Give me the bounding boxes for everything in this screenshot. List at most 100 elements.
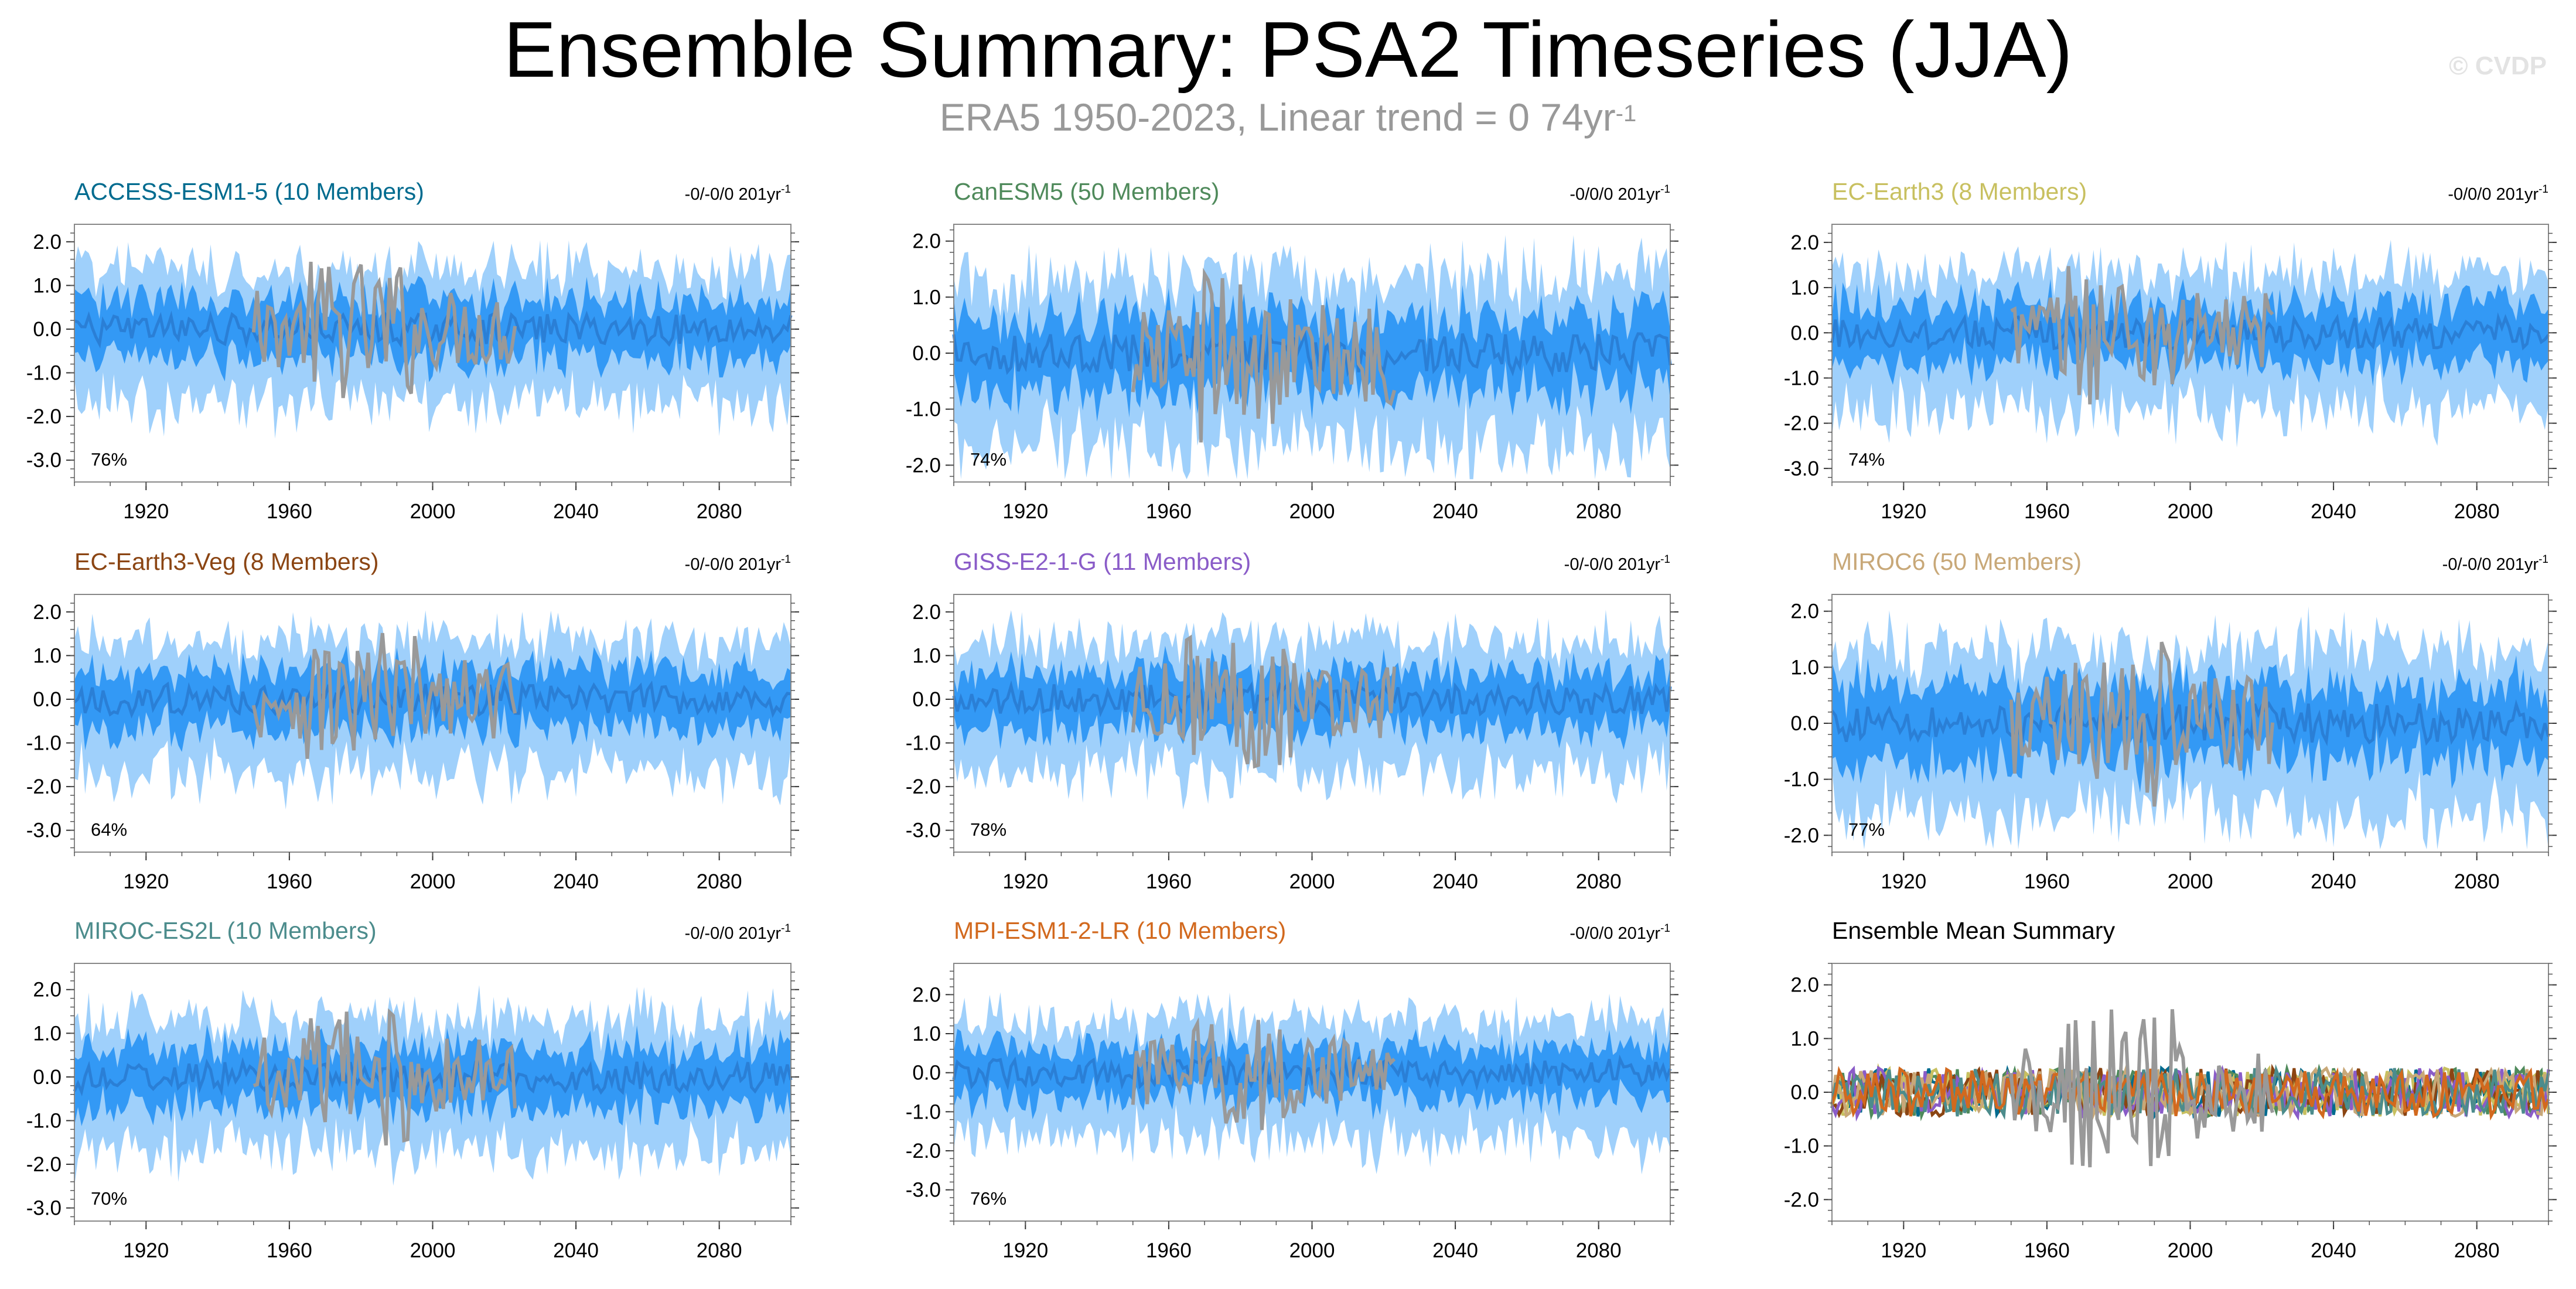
trend-unit: -1 bbox=[2539, 553, 2548, 566]
x-tick-label: 1920 bbox=[1002, 500, 1048, 523]
ensemble-mean-line bbox=[1830, 312, 2550, 354]
panel-9: 2.0 1.0 0.0 -1.0 -2.0 1920 1960 2000 2040 2080 Ens… bbox=[1784, 917, 2557, 1262]
observed-line bbox=[2009, 641, 2275, 807]
y-tick-label: -2.0 bbox=[1784, 1188, 1819, 1211]
x-tick-label: 1920 bbox=[123, 870, 169, 893]
percent-label: 64% bbox=[91, 819, 127, 840]
percent-label: 76% bbox=[970, 1188, 1006, 1209]
y-tick-label: 2.0 bbox=[33, 979, 62, 1001]
trend-label: -0/0/0 201yr-1 bbox=[1570, 183, 1670, 204]
x-tick-label: 1960 bbox=[1146, 500, 1192, 523]
y-tick-label: 1.0 bbox=[912, 644, 941, 667]
trend-unit: -1 bbox=[1660, 553, 1670, 566]
cvdp-watermark: © CVDP bbox=[2449, 52, 2547, 80]
x-tick-label: 2000 bbox=[2168, 500, 2213, 523]
trend-unit: -1 bbox=[781, 922, 791, 935]
x-tick-label: 1920 bbox=[123, 1239, 169, 1262]
subtitle-unit: -1 bbox=[1615, 101, 1637, 126]
y-tick-label: 0.0 bbox=[33, 1066, 62, 1089]
x-tick-label: 2080 bbox=[697, 870, 742, 893]
y-tick-label: -1.0 bbox=[906, 732, 941, 755]
percent-label: 76% bbox=[91, 449, 127, 470]
ensemble-mean-line bbox=[952, 328, 1672, 378]
x-tick-label: 2040 bbox=[2311, 870, 2356, 893]
y-tick-label: 2.0 bbox=[1790, 231, 1819, 254]
x-tick-label: 1920 bbox=[1881, 500, 1926, 523]
y-tick-label: 1.0 bbox=[33, 644, 62, 667]
x-tick-label: 2000 bbox=[1289, 500, 1335, 523]
panel-1: 2.0 1.0 0.0 -1.0 -2.0 -3.0 1920 1960 2000 2040 208… bbox=[26, 178, 799, 523]
y-tick-label: 0.0 bbox=[33, 688, 62, 711]
y-tick-label: -1.0 bbox=[26, 1109, 62, 1132]
trend-unit: -1 bbox=[1660, 183, 1670, 196]
trend-label: -0/0/0 201yr-1 bbox=[2448, 183, 2548, 204]
y-tick-label: 1.0 bbox=[33, 274, 62, 297]
x-tick-label: 2000 bbox=[2168, 1239, 2213, 1262]
x-tick-label: 2040 bbox=[1432, 1239, 1478, 1262]
inner-band bbox=[74, 276, 791, 382]
observed-line bbox=[253, 1008, 517, 1146]
x-tick-label: 2000 bbox=[1289, 1239, 1335, 1262]
y-tick-label: -3.0 bbox=[906, 819, 941, 842]
x-tick-label: 2000 bbox=[2168, 870, 2213, 893]
ensemble-mean-line bbox=[74, 310, 793, 349]
y-tick-label: -3.0 bbox=[26, 819, 62, 842]
x-tick-label: 2080 bbox=[1576, 500, 1622, 523]
x-tick-label: 1960 bbox=[267, 500, 312, 523]
y-tick-label: -2.0 bbox=[1784, 412, 1819, 435]
series-line-mpi-esm1-2-lr bbox=[1830, 1066, 2550, 1121]
panel-title: EC-Earth3-Veg (8 Members) bbox=[74, 548, 379, 575]
y-tick-label: 0.0 bbox=[912, 1062, 941, 1085]
ensemble-mean-line bbox=[952, 679, 1672, 718]
trend-unit: -1 bbox=[1660, 922, 1670, 935]
trend-value: -0/0/0 201yr bbox=[1570, 185, 1660, 204]
y-tick-label: 1.0 bbox=[1790, 276, 1819, 299]
x-tick-label: 1960 bbox=[267, 1239, 312, 1262]
trend-unit: -1 bbox=[781, 553, 791, 566]
outer-band bbox=[74, 610, 791, 810]
observed-line bbox=[1131, 268, 1396, 443]
y-tick-label: 2.0 bbox=[1790, 974, 1819, 997]
observed-line bbox=[2010, 266, 2274, 405]
y-tick-label: 1.0 bbox=[1790, 656, 1819, 679]
observed-line bbox=[251, 261, 517, 398]
observed-line bbox=[1131, 634, 1397, 769]
y-tick-label: -1.0 bbox=[1784, 768, 1819, 791]
percent-label: 77% bbox=[1848, 819, 1885, 840]
ensemble-mean-line bbox=[1830, 699, 2550, 747]
x-tick-label: 2040 bbox=[2311, 500, 2356, 523]
trend-unit: -1 bbox=[781, 183, 791, 196]
x-tick-label: 1920 bbox=[1881, 1239, 1926, 1262]
panel-6: 2.0 1.0 0.0 -1.0 -2.0 1920 1960 2000 2040 2080 MIR… bbox=[1784, 548, 2557, 893]
x-tick-label: 2080 bbox=[2454, 500, 2500, 523]
trend-label: -0/0/0 201yr-1 bbox=[1570, 922, 1670, 943]
x-tick-label: 2000 bbox=[1289, 870, 1335, 893]
trend-value: -0/-0/0 201yr bbox=[685, 924, 782, 943]
trend-value: -0/0/0 201yr bbox=[1570, 924, 1660, 943]
x-tick-label: 2080 bbox=[2454, 1239, 2500, 1262]
y-tick-label: -1.0 bbox=[1784, 1135, 1819, 1158]
x-tick-label: 1920 bbox=[1002, 1239, 1048, 1262]
observed-line bbox=[2009, 1009, 2274, 1168]
x-tick-label: 1920 bbox=[1881, 870, 1926, 893]
y-tick-label: 2.0 bbox=[33, 231, 62, 254]
x-tick-label: 1960 bbox=[267, 870, 312, 893]
y-tick-label: -1.0 bbox=[26, 732, 62, 755]
percent-label: 78% bbox=[970, 819, 1006, 840]
y-tick-label: -2.0 bbox=[906, 454, 941, 477]
trend-label: -0/-0/0 201yr-1 bbox=[685, 183, 791, 204]
y-tick-label: 1.0 bbox=[912, 1023, 941, 1045]
panel-3: 2.0 1.0 0.0 -1.0 -2.0 -3.0 1920 1960 2000 2040 208… bbox=[1784, 178, 2557, 523]
y-tick-label: 2.0 bbox=[912, 230, 941, 253]
x-tick-label: 1920 bbox=[1002, 870, 1048, 893]
panel-title: GISS-E2-1-G (11 Members) bbox=[954, 548, 1251, 575]
percent-label: 74% bbox=[970, 449, 1006, 470]
y-tick-label: -2.0 bbox=[26, 405, 62, 428]
x-tick-label: 2040 bbox=[2311, 1239, 2356, 1262]
y-tick-label: 0.0 bbox=[1790, 712, 1819, 735]
y-tick-label: -3.0 bbox=[26, 449, 62, 472]
y-tick-label: -3.0 bbox=[26, 1197, 62, 1220]
trend-value: -0/0/0 201yr bbox=[2448, 185, 2539, 204]
x-tick-label: 2080 bbox=[697, 1239, 742, 1262]
x-tick-label: 2080 bbox=[1576, 1239, 1622, 1262]
